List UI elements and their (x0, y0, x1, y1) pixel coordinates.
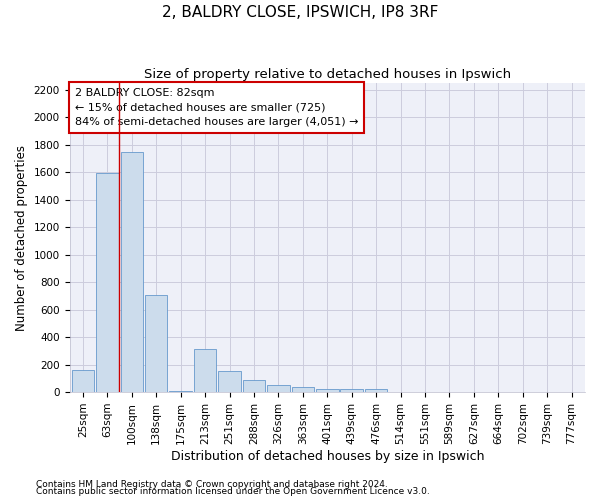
Bar (72, 370, 94, 392)
Bar (292, 388, 314, 392)
Bar (340, 390, 363, 392)
Bar (194, 349, 217, 392)
Text: 2 BALDRY CLOSE: 82sqm
← 15% of detached houses are smaller (725)
84% of semi-det: 2 BALDRY CLOSE: 82sqm ← 15% of detached … (74, 88, 358, 128)
Title: Size of property relative to detached houses in Ipswich: Size of property relative to detached ho… (144, 68, 511, 80)
Bar (267, 385, 290, 392)
Bar (218, 371, 241, 392)
Bar (365, 390, 388, 392)
Bar (121, 152, 143, 392)
Bar (243, 380, 265, 392)
X-axis label: Distribution of detached houses by size in Ipswich: Distribution of detached houses by size … (170, 450, 484, 462)
Text: Contains HM Land Registry data © Crown copyright and database right 2024.: Contains HM Land Registry data © Crown c… (36, 480, 388, 489)
Bar (96, 173, 119, 392)
Bar (316, 388, 338, 392)
Bar (145, 296, 167, 392)
Y-axis label: Number of detached properties: Number of detached properties (15, 144, 28, 330)
Text: Contains public sector information licensed under the Open Government Licence v3: Contains public sector information licen… (36, 487, 430, 496)
Text: 2, BALDRY CLOSE, IPSWICH, IP8 3RF: 2, BALDRY CLOSE, IPSWICH, IP8 3RF (162, 5, 438, 20)
